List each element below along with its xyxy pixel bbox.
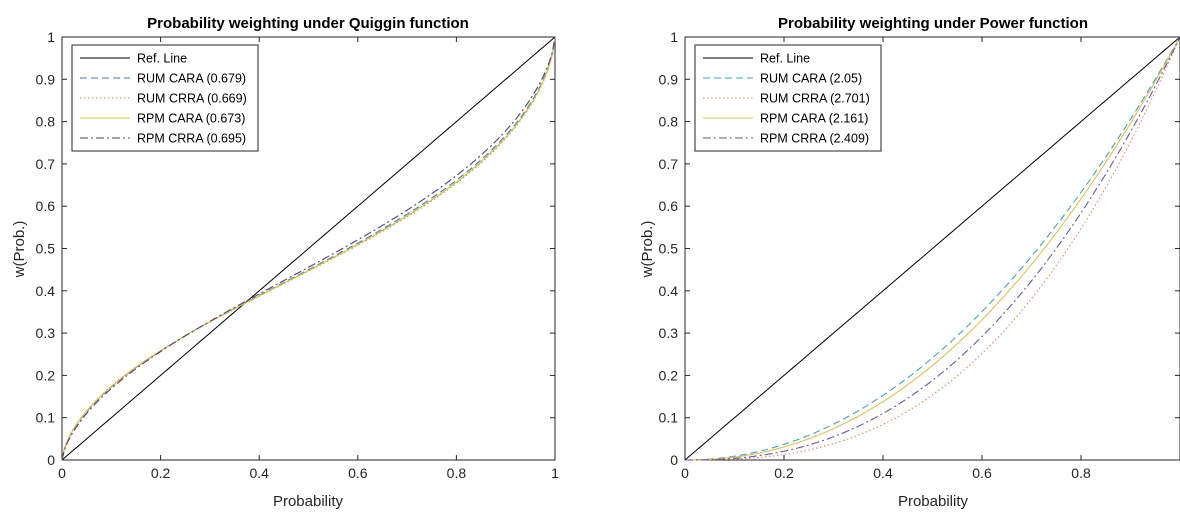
legend-label: RPM CRRA (2.409) <box>760 132 869 146</box>
y-tick-label: 0 <box>47 452 55 468</box>
series-line-1 <box>61 36 556 461</box>
y-tick-label: 0 <box>670 452 678 468</box>
legend-label: Ref. Line <box>137 52 187 66</box>
y-tick-label: 0.2 <box>36 367 56 383</box>
series-line-2 <box>61 36 556 461</box>
plot-area-quiggin: 0 0.2 0.4 0.6 0.8 1 0 0.1 0.2 0.3 0.4 0.5 0.6 0.7 0.8 0… <box>36 29 560 481</box>
y-tick-label: 0.6 <box>36 198 56 214</box>
y-tick-label: 0.7 <box>659 156 679 172</box>
y-axis-label-quiggin: w(Prob.) <box>11 221 28 279</box>
x-axis-label-power: Probability <box>898 493 969 510</box>
x-tick-label: 0.4 <box>873 465 893 481</box>
y-tick-label: 0.8 <box>659 114 679 130</box>
panel-power: Probability weighting under Power functi… <box>639 15 1180 510</box>
y-tick-label: 0.3 <box>659 325 679 341</box>
series-line-0 <box>61 36 556 461</box>
legend-box <box>71 44 259 152</box>
y-tick-label: 0.9 <box>659 71 679 87</box>
series-line-4 <box>685 36 1180 461</box>
x-tick-label: 0.4 <box>249 465 269 481</box>
x-tick-label: 0.6 <box>972 465 992 481</box>
y-tick-label: 0.7 <box>36 156 56 172</box>
y-tick-label: 0.9 <box>36 71 56 87</box>
series-line-2 <box>685 36 1180 461</box>
series-line-3 <box>61 36 556 461</box>
x-tick-label: 0.6 <box>348 465 368 481</box>
x-tick-label: 0.2 <box>151 465 171 481</box>
legend-label: Ref. Line <box>760 52 810 66</box>
y-tick-label: 0.5 <box>36 241 56 257</box>
x-axis-label-quiggin: Probability <box>273 493 344 510</box>
x-tick-label: 0 <box>681 465 689 481</box>
y-tick-label: 0.6 <box>659 198 679 214</box>
y-tick-label: 0.1 <box>36 410 56 426</box>
legend-label: RPM CARA (0.673) <box>137 112 245 126</box>
y-tick-label: 0.1 <box>659 410 679 426</box>
x-tick-label: 0 <box>58 465 66 481</box>
legend-label: RUM CARA (0.679) <box>137 72 246 86</box>
y-tick-label: 0.4 <box>659 283 679 299</box>
series-line-0 <box>684 36 1180 461</box>
legend-label: RPM CRRA (0.695) <box>137 132 246 146</box>
legend-box <box>694 44 882 152</box>
series-line-3 <box>685 36 1180 461</box>
y-tick-label: 0.8 <box>36 114 56 130</box>
plot-area-power: 0 0.2 0.4 0.6 0.8 0 0.1 0.2 0.3 0.4 0.5 0.6 0.7 0.8 0.… <box>659 29 1180 481</box>
legend-label: RUM CRRA (2.701) <box>760 92 870 106</box>
panel-quiggin: Probability weighting under Quiggin func… <box>11 15 559 510</box>
y-tick-label: 0.2 <box>659 367 679 383</box>
chart-title-power: Probability weighting under Power functi… <box>778 15 1088 32</box>
series-line-4 <box>61 36 556 461</box>
series-line-1 <box>684 36 1180 461</box>
y-tick-label: 0.4 <box>36 283 56 299</box>
y-axis-label-power: w(Prob.) <box>639 221 656 279</box>
legend-label: RUM CARA (2.05) <box>760 72 862 86</box>
x-tick-label: 1 <box>551 465 559 481</box>
legend-label: RUM CRRA (0.669) <box>137 92 247 106</box>
x-tick-label: 0.8 <box>447 465 467 481</box>
x-tick-label: 0.8 <box>1071 465 1091 481</box>
y-tick-label: 1 <box>670 29 678 45</box>
y-tick-label: 0.3 <box>36 325 56 341</box>
legend-label: RPM CARA (2.161) <box>760 112 868 126</box>
x-tick-label: 0.2 <box>774 465 794 481</box>
chart-title-quiggin: Probability weighting under Quiggin func… <box>147 15 469 32</box>
legend: Ref. Line RUM CARA (2.05) RUM CRRA (2.701)… <box>694 44 882 152</box>
legend: Ref. Line RUM CARA (0.679) RUM CRRA (0.669… <box>71 44 259 152</box>
y-tick-label: 0.5 <box>659 241 679 257</box>
y-tick-label: 1 <box>47 29 55 45</box>
